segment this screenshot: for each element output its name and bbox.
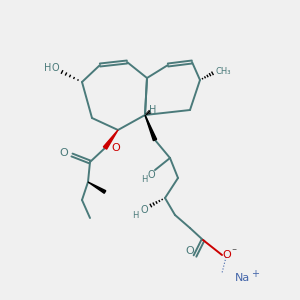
Text: O: O	[223, 250, 231, 260]
Text: O: O	[60, 148, 68, 158]
Text: O: O	[51, 63, 59, 73]
Text: H: H	[149, 105, 157, 115]
Polygon shape	[103, 130, 118, 149]
Text: H: H	[141, 176, 147, 184]
Polygon shape	[88, 182, 106, 193]
Text: H: H	[44, 63, 52, 73]
Text: O: O	[111, 143, 120, 153]
Text: O: O	[147, 170, 155, 180]
Text: H: H	[132, 211, 138, 220]
Text: O: O	[140, 205, 148, 215]
Text: O: O	[186, 246, 194, 256]
Text: Na: Na	[235, 273, 250, 283]
Polygon shape	[145, 115, 157, 141]
Text: +: +	[251, 269, 259, 279]
Text: CH₃: CH₃	[215, 68, 231, 76]
Text: ⁻: ⁻	[231, 247, 237, 257]
